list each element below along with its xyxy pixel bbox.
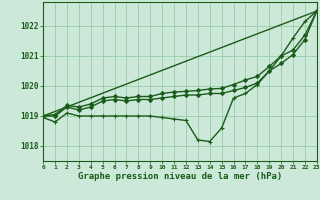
- X-axis label: Graphe pression niveau de la mer (hPa): Graphe pression niveau de la mer (hPa): [78, 172, 282, 181]
